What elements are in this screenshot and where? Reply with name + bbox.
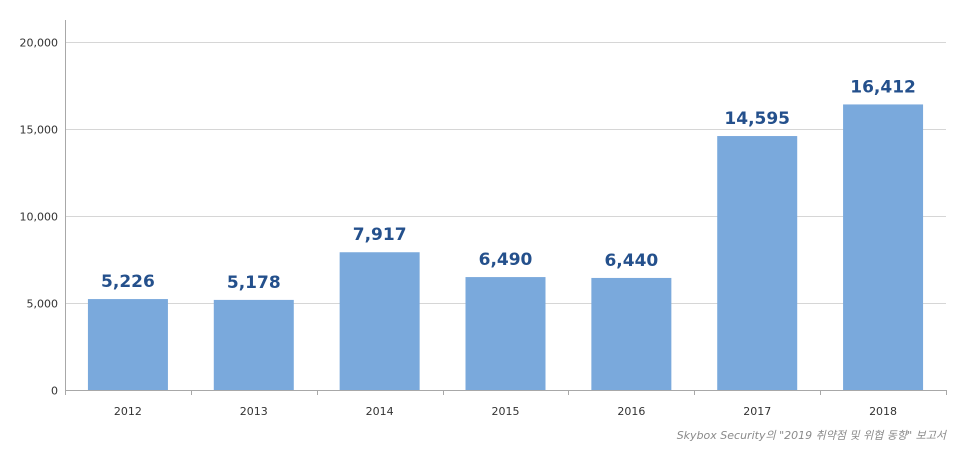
x-tick-label-2013: 2013 — [240, 405, 268, 418]
x-tick-label-2017: 2017 — [743, 405, 771, 418]
data-label-2017: 14,595 — [724, 109, 790, 129]
y-tick-label: 20,000 — [20, 37, 59, 50]
y-tick-label: 10,000 — [20, 211, 59, 224]
data-label-2013: 5,178 — [227, 273, 281, 293]
x-tick-label-2016: 2016 — [617, 405, 645, 418]
axes — [65, 20, 947, 395]
bar-2017 — [717, 136, 798, 390]
tick-labels: 0 5,000 10,000 15,000 20,000 2012 2013 2014 2015… — [20, 37, 898, 419]
data-label-2016: 6,440 — [604, 251, 658, 271]
x-tick-label-2014: 2014 — [366, 405, 394, 418]
source-note: Skybox Security의 "2019 취약점 및 위협 동향" 보고서 — [676, 429, 946, 442]
bars — [87, 104, 924, 390]
data-label-2018: 16,412 — [850, 77, 916, 97]
bar-2016 — [591, 277, 672, 390]
data-label-2014: 7,917 — [353, 225, 407, 245]
bar-2013 — [213, 299, 294, 390]
bar-2018 — [843, 104, 924, 390]
data-label-2015: 6,490 — [479, 250, 533, 270]
x-tick-label-2018: 2018 — [869, 405, 897, 418]
y-tick-label: 5,000 — [27, 298, 59, 311]
bar-2014 — [339, 252, 420, 390]
data-label-2012: 5,226 — [101, 272, 155, 292]
x-tick-label-2015: 2015 — [492, 405, 520, 418]
x-tick-label-2012: 2012 — [114, 405, 142, 418]
data-labels: 5,226 5,178 7,917 6,490 6,440 14,595 16,412 — [101, 77, 916, 292]
bar-2012 — [87, 299, 168, 390]
y-tick-label: 0 — [51, 385, 58, 398]
y-tick-label: 15,000 — [20, 124, 59, 137]
bar-2015 — [465, 277, 546, 390]
